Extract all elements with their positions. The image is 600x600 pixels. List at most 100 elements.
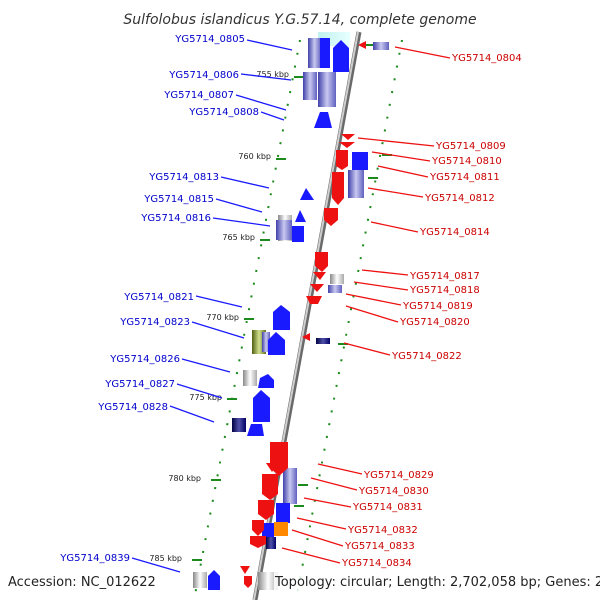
gene-arrow[interactable] [336,150,348,170]
kbp-label: 770 kbp [206,313,239,322]
gene-arrow[interactable] [333,40,349,72]
right-track-line [295,39,403,600]
gene-arrow[interactable] [358,41,366,49]
gene-arrow[interactable] [339,142,355,148]
gene-label[interactable]: YG5714_0833 [344,541,415,552]
gene-label[interactable]: YG5714_0828 [97,402,168,413]
map-title: Sulfolobus islandicus Y.G.57.14, complet… [123,12,476,28]
right-gene-labels: YG5714_0804 YG5714_0809 YG5714_0810 YG57… [341,53,522,569]
gene-label[interactable]: YG5714_0814 [419,227,490,238]
kbp-label: 785 kbp [149,554,182,563]
gene-arrow[interactable] [341,134,355,140]
gene-label[interactable]: YG5714_0827 [104,379,175,390]
gene-label[interactable]: YG5714_0811 [429,172,500,183]
gene-label[interactable]: YG5714_0830 [358,486,429,497]
gene-label[interactable]: YG5714_0813 [148,172,219,183]
gene-label[interactable]: YG5714_0806 [168,70,239,81]
topology-text: Topology: circular; Length: 2,702,058 bp… [274,575,600,590]
topology-backdrop [274,572,596,592]
gene-feature[interactable] [328,285,342,293]
kbp-label: 775 kbp [189,393,222,402]
left-gene-labels: YG5714_0805 YG5714_0806 YG5714_0807 YG57… [59,34,259,564]
gene-arrow[interactable] [310,284,324,292]
gene-label[interactable]: YG5714_0816 [140,213,211,224]
gene-feature[interactable] [318,72,336,107]
gene-label[interactable]: YG5714_0819 [402,301,473,312]
gene-feature[interactable] [193,572,207,588]
gene-feature[interactable] [243,370,257,386]
gene-arrow[interactable] [315,252,328,272]
gene-label[interactable]: YG5714_0804 [451,53,522,64]
left-leader-lines [131,39,293,573]
gene-arrow[interactable] [262,474,278,500]
gene-feature[interactable] [258,572,278,590]
gene-label[interactable]: YG5714_0809 [435,141,506,152]
gene-label[interactable]: YG5714_0831 [352,502,423,513]
gene-label[interactable]: YG5714_0810 [431,156,502,167]
gene-label[interactable]: YG5714_0820 [399,317,470,328]
gene-feature[interactable] [262,523,274,537]
gene-feature[interactable] [266,537,276,549]
kbp-label: 760 kbp [238,152,271,161]
kbp-label: 755 kbp [256,70,289,79]
kbp-label: 765 kbp [222,233,255,242]
gene-label[interactable]: YG5714_0817 [409,271,480,282]
kbp-label: 780 kbp [168,474,201,483]
gene-feature[interactable] [373,42,389,50]
reverse-strand-features [240,41,389,588]
forward-strand-features [193,38,349,590]
gene-label[interactable]: YG5714_0807 [163,90,234,101]
right-leader-lines [281,46,451,564]
gene-label[interactable]: YG5714_0808 [188,107,259,118]
gene-label[interactable]: YG5714_0834 [341,558,412,569]
kbp-markers: 755 kbp 760 kbp 765 kbp 770 kbp 775 kbp … [149,70,304,563]
gene-arrow[interactable] [258,374,274,388]
gene-arrow[interactable] [324,208,338,226]
gene-label[interactable]: YG5714_0822 [391,351,462,362]
gene-arrow[interactable] [300,188,314,200]
gene-feature[interactable] [320,38,330,68]
gene-arrow[interactable] [313,272,326,280]
gene-label[interactable]: YG5714_0823 [119,317,190,328]
gene-feature[interactable] [232,418,246,432]
gene-feature[interactable] [303,72,317,100]
gene-feature[interactable] [348,170,364,198]
gene-arrow[interactable] [252,520,264,536]
gene-feature[interactable] [292,226,304,242]
gene-label[interactable]: YG5714_0829 [363,470,434,481]
gene-feature[interactable] [283,468,297,504]
gene-feature[interactable] [316,338,330,344]
accession-text: Accession: NC_012622 [8,575,156,590]
gene-feature[interactable] [276,503,290,523]
gene-feature[interactable] [330,274,344,284]
gene-arrow[interactable] [247,424,264,436]
gene-arrow[interactable] [268,332,285,355]
gene-arrow[interactable] [240,566,250,574]
gene-label[interactable]: YG5714_0832 [347,525,418,536]
gene-feature[interactable] [276,220,292,240]
gene-arrow[interactable] [295,210,306,222]
gene-feature[interactable] [262,332,270,352]
gene-arrow[interactable] [302,333,310,341]
gene-arrow[interactable] [250,536,266,548]
gene-label[interactable]: YG5714_0826 [109,354,180,365]
gene-arrow[interactable] [273,305,290,330]
gene-label[interactable]: YG5714_0839 [59,553,130,564]
gene-arrow[interactable] [258,500,274,520]
gene-feature[interactable] [352,152,368,170]
gene-arrow[interactable] [306,296,322,304]
gene-arrow[interactable] [253,390,270,422]
gene-arrow[interactable] [266,463,278,472]
gene-arrow[interactable] [314,112,332,128]
gene-label[interactable]: YG5714_0821 [123,292,194,303]
gene-feature[interactable] [274,522,288,536]
gene-arrow[interactable] [244,576,252,588]
gene-label[interactable]: YG5714_0818 [409,285,480,296]
gene-arrow[interactable] [208,570,220,590]
gene-label[interactable]: YG5714_0805 [174,34,245,45]
gene-label[interactable]: YG5714_0812 [424,193,495,204]
gene-arrow[interactable] [332,172,344,205]
gene-label[interactable]: YG5714_0815 [143,194,214,205]
gene-feature[interactable] [308,38,321,68]
